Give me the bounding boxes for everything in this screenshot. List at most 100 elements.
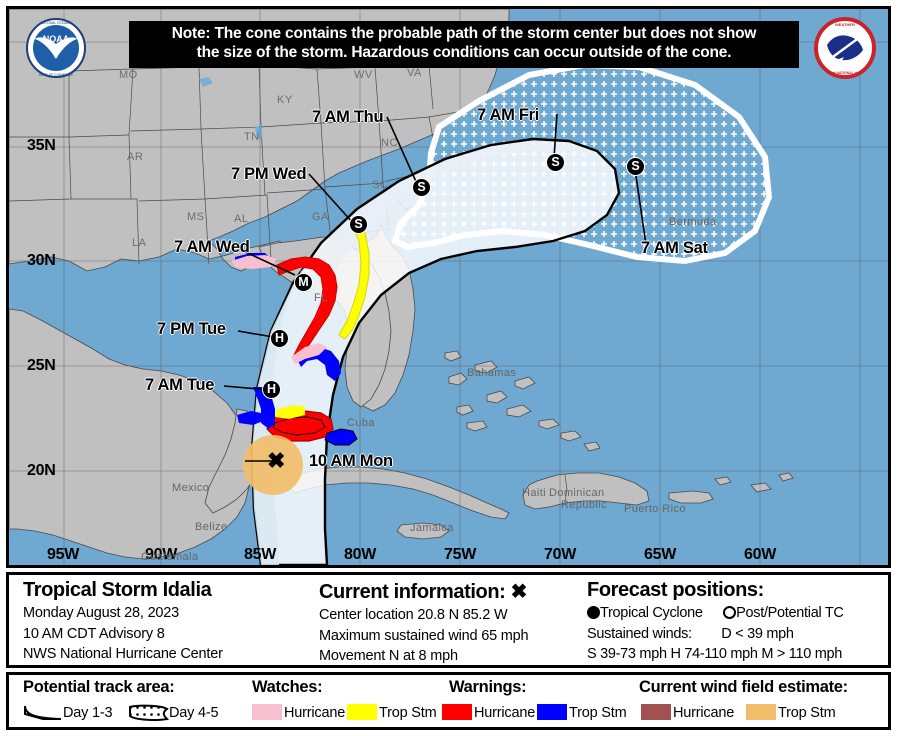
- warning-tropstm-label: Trop Stm: [569, 705, 627, 721]
- state-label-ga: GA: [312, 211, 329, 223]
- legend-windfield-hurricane: Hurricane: [641, 704, 734, 721]
- state-label-ar: AR: [127, 151, 144, 163]
- state-label-va: VA: [407, 67, 422, 79]
- lat-label-35n: 35N: [27, 137, 56, 154]
- wind-classes-row: S 39-73 mph H 74-110 mph M > 110 mph: [587, 646, 843, 663]
- current-max-wind: Maximum sustained wind 65 mph: [319, 627, 529, 644]
- forecast-marker-7am-thu[interactable]: S: [412, 178, 431, 197]
- warning-hurricane-swatch: [442, 704, 472, 720]
- potential-track-title: Potential track area:: [23, 678, 175, 696]
- watch-hurricane-label: Hurricane: [284, 705, 346, 721]
- current-information-title: Current information: ✖: [319, 581, 527, 603]
- current-movement: Movement N at 8 mph: [319, 648, 458, 665]
- tropical-cyclone-icon: [587, 606, 600, 619]
- storm-advisory: 10 AM CDT Advisory 8: [23, 625, 165, 642]
- svg-text:NATIONAL OCEANIC: NATIONAL OCEANIC: [41, 21, 73, 25]
- legend-watch-tropstm: Trop Stm: [347, 704, 437, 721]
- day-1-3-label: Day 1-3: [63, 705, 113, 721]
- lon-label-80w: 80W: [344, 546, 376, 563]
- place-label-cuba: Cuba: [347, 417, 375, 429]
- note-line-2: the size of the storm. Hazardous conditi…: [196, 43, 732, 61]
- cone-note-banner: Note: The cone contains the probable pat…: [129, 21, 799, 68]
- forecast-marker-7am-wed[interactable]: M: [294, 273, 313, 292]
- forecast-map[interactable]: 35N 30N 25N 20N 95W 90W 85W 80W 75W 70W …: [6, 6, 891, 568]
- legend-warning-hurricane: Hurricane: [442, 704, 535, 721]
- svg-text:WEATHER: WEATHER: [835, 22, 855, 27]
- note-line-1: Note: The cone contains the probable pat…: [171, 25, 757, 42]
- lon-label-90w: 90W: [145, 546, 177, 563]
- nws-logo: WEATHER ★ NATIONAL ★: [814, 17, 876, 84]
- state-label-nc: NC: [381, 137, 398, 149]
- windfield-tropstm-label: Trop Stm: [778, 705, 836, 721]
- hurricane-watch-area: [231, 255, 277, 269]
- forecast-marker-7am-fri[interactable]: S: [546, 153, 565, 172]
- forecast-label-7am-sat: 7 AM Sat: [641, 239, 708, 257]
- forecast-label-10am-mon: 10 AM Mon: [309, 452, 393, 470]
- watch-hurricane-swatch: [252, 704, 282, 720]
- watch-tropstm-swatch: [347, 704, 377, 720]
- forecast-positions-column: Forecast positions: Tropical Cyclone Pos…: [587, 579, 844, 665]
- state-label-ky: KY: [277, 94, 293, 106]
- state-label-wv: WV: [354, 69, 373, 81]
- state-label-ms: MS: [187, 211, 205, 223]
- forecast-marker-7pm-tue[interactable]: H: [270, 329, 289, 348]
- watch-tropstm-label: Trop Stm: [379, 705, 437, 721]
- lat-label-20n: 20N: [27, 462, 56, 479]
- day-4-5-label: Day 4-5: [169, 705, 219, 721]
- forecast-marker-7pm-wed[interactable]: S: [349, 215, 368, 234]
- place-label-belize: Belize: [195, 521, 228, 533]
- windfield-hurricane-swatch: [641, 704, 671, 720]
- storm-agency: NWS National Hurricane Center: [23, 646, 223, 663]
- sustained-winds-row: Sustained winds: D < 39 mph: [587, 624, 844, 645]
- current-information-column: Current information: ✖ Center location 2…: [319, 579, 529, 667]
- storm-info-panel: Tropical Storm Idalia Monday August 28, …: [6, 572, 891, 668]
- tropical-cyclone-label: Tropical Cyclone: [600, 605, 703, 621]
- state-label-mo: MO: [119, 69, 138, 81]
- legend-day-1-3: Day 1-3: [23, 704, 113, 721]
- lon-label-75w: 75W: [444, 546, 476, 563]
- post-potential-tc-icon: [723, 606, 737, 619]
- legend-windfield-tropstm: Trop Stm: [746, 704, 836, 721]
- sustained-winds-label: Sustained winds:: [587, 625, 692, 642]
- forecast-marker-7am-tue[interactable]: H: [262, 380, 281, 399]
- forecast-label-7am-fri: 7 AM Fri: [477, 106, 540, 124]
- svg-text:★ NATIONAL ★: ★ NATIONAL ★: [831, 71, 857, 75]
- warning-hurricane-label: Hurricane: [474, 705, 536, 721]
- warnings-title: Warnings:: [449, 678, 527, 696]
- watches-title: Watches:: [252, 678, 323, 696]
- trop-storm-watch-area: [338, 220, 370, 340]
- legend-watch-hurricane: Hurricane: [252, 704, 345, 721]
- day-1-3-cone-icon: [24, 705, 62, 720]
- lon-label-95w: 95W: [47, 546, 79, 563]
- forecast-label-7pm-wed: 7 PM Wed: [231, 165, 307, 183]
- forecast-marker-7am-sat[interactable]: S: [626, 157, 645, 176]
- forecast-label-7am-thu: 7 AM Thu: [312, 108, 384, 126]
- legend-panel: Potential track area: Day 1-3 Day 4-5 Wa…: [6, 672, 891, 730]
- forecast-positions-title: Forecast positions:: [587, 579, 764, 601]
- place-label-puerto-rico: Puerto Rico: [624, 503, 686, 515]
- post-potential-tc-label: Post/Potential TC: [736, 605, 844, 621]
- warning-tropstm-swatch: [537, 704, 567, 720]
- windfield-tropstm-swatch: [746, 704, 776, 720]
- place-label-bermuda: Bermuda: [669, 216, 717, 228]
- lon-label-65w: 65W: [644, 546, 676, 563]
- lon-label-85w: 85W: [244, 546, 276, 563]
- state-label-sc: SC: [372, 179, 389, 191]
- forecast-label-7am-wed: 7 AM Wed: [174, 238, 250, 256]
- svg-text:NOAA: NOAA: [43, 34, 70, 44]
- forecast-label-7pm-tue: 7 PM Tue: [157, 320, 226, 338]
- state-label-tn: TN: [244, 131, 260, 143]
- lat-label-25n: 25N: [27, 357, 56, 374]
- place-label-haiti: Haiti: [522, 487, 547, 499]
- current-center-location: Center location 20.8 N 85.2 W: [319, 607, 508, 623]
- map-geography: [9, 9, 888, 565]
- storm-title: Tropical Storm Idalia: [23, 579, 212, 601]
- lon-label-70w: 70W: [544, 546, 576, 563]
- storm-summary-column: Tropical Storm Idalia Monday August 28, …: [23, 579, 223, 665]
- day-4-5-cone-icon: [129, 704, 170, 721]
- legend-day-4-5: Day 4-5: [127, 704, 219, 721]
- wind-field-title: Current wind field estimate:: [639, 678, 848, 696]
- state-label-fl: FL: [314, 292, 328, 304]
- depression-class: D < 39 mph: [721, 625, 794, 642]
